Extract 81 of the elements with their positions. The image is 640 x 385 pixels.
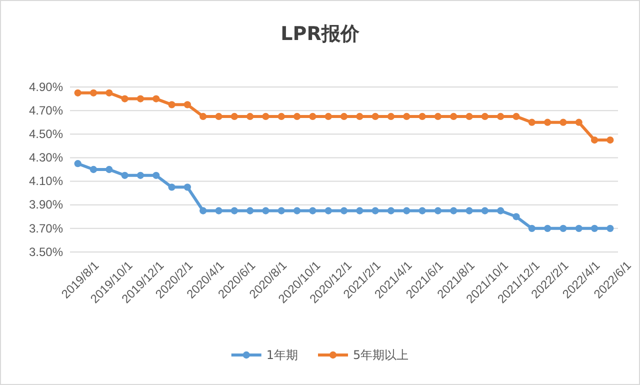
- point: [560, 224, 567, 232]
- y-tick-label: 4.90%: [28, 80, 64, 94]
- point: [544, 224, 552, 232]
- point: [466, 207, 473, 214]
- point: [418, 112, 426, 120]
- point: [528, 224, 536, 232]
- point: [168, 101, 176, 108]
- legend-label: 5年期以上: [353, 348, 409, 362]
- point: [372, 112, 379, 120]
- point: [230, 207, 238, 214]
- point: [309, 112, 316, 120]
- point: [418, 207, 426, 214]
- y-tick-label: 4.70%: [28, 103, 64, 118]
- point: [512, 213, 520, 220]
- point: [481, 112, 488, 120]
- point: [372, 207, 379, 214]
- point: [466, 112, 473, 120]
- point: [90, 166, 98, 174]
- point: [121, 95, 128, 102]
- point: [450, 112, 458, 120]
- point: [262, 207, 270, 214]
- point: [590, 224, 598, 232]
- point: [136, 172, 144, 179]
- point: [481, 207, 488, 214]
- point: [575, 224, 582, 232]
- point: [136, 95, 144, 102]
- point: [90, 89, 98, 96]
- point: [356, 112, 364, 120]
- y-tick-label: 4.10%: [28, 174, 64, 188]
- point: [606, 136, 614, 144]
- point: [544, 118, 552, 126]
- y-tick-label: 3.50%: [28, 244, 64, 259]
- point: [152, 172, 160, 179]
- point: [512, 112, 520, 120]
- point: [575, 118, 582, 126]
- point: [293, 112, 301, 120]
- y-tick-label: 4.30%: [28, 150, 64, 165]
- point: [215, 112, 222, 120]
- point: [246, 207, 254, 214]
- point: [278, 207, 285, 214]
- point: [74, 160, 82, 168]
- point: [200, 112, 207, 120]
- point: [560, 118, 567, 126]
- y-tick-label: 3.90%: [28, 198, 64, 212]
- point: [403, 207, 410, 214]
- point: [434, 207, 442, 214]
- point: [356, 207, 364, 214]
- chart-title: LPR报价: [280, 23, 360, 45]
- point: [168, 184, 176, 191]
- point: [262, 112, 270, 120]
- point: [324, 112, 332, 120]
- point: [184, 184, 191, 191]
- point: [74, 89, 82, 96]
- point: [152, 95, 160, 102]
- point: [340, 207, 348, 214]
- point: [450, 207, 458, 214]
- point: [246, 112, 254, 120]
- point: [200, 207, 207, 214]
- point: [309, 207, 316, 214]
- point: [528, 118, 536, 126]
- point: [324, 207, 332, 214]
- point: [403, 112, 410, 120]
- point: [106, 89, 113, 96]
- point: [106, 166, 113, 174]
- point: [497, 112, 504, 120]
- point: [184, 101, 191, 108]
- point: [278, 112, 285, 120]
- point: [340, 112, 348, 120]
- y-tick-label: 3.70%: [28, 221, 64, 236]
- point: [606, 224, 614, 232]
- point: [590, 136, 598, 144]
- point: [293, 207, 301, 214]
- point: [230, 112, 238, 120]
- point: [215, 207, 222, 214]
- point: [387, 112, 395, 120]
- point: [387, 207, 395, 214]
- y-tick-label: 4.50%: [28, 126, 64, 141]
- point: [497, 207, 504, 214]
- point: [434, 112, 442, 120]
- point: [121, 172, 128, 179]
- legend-label: 1年期: [266, 348, 298, 362]
